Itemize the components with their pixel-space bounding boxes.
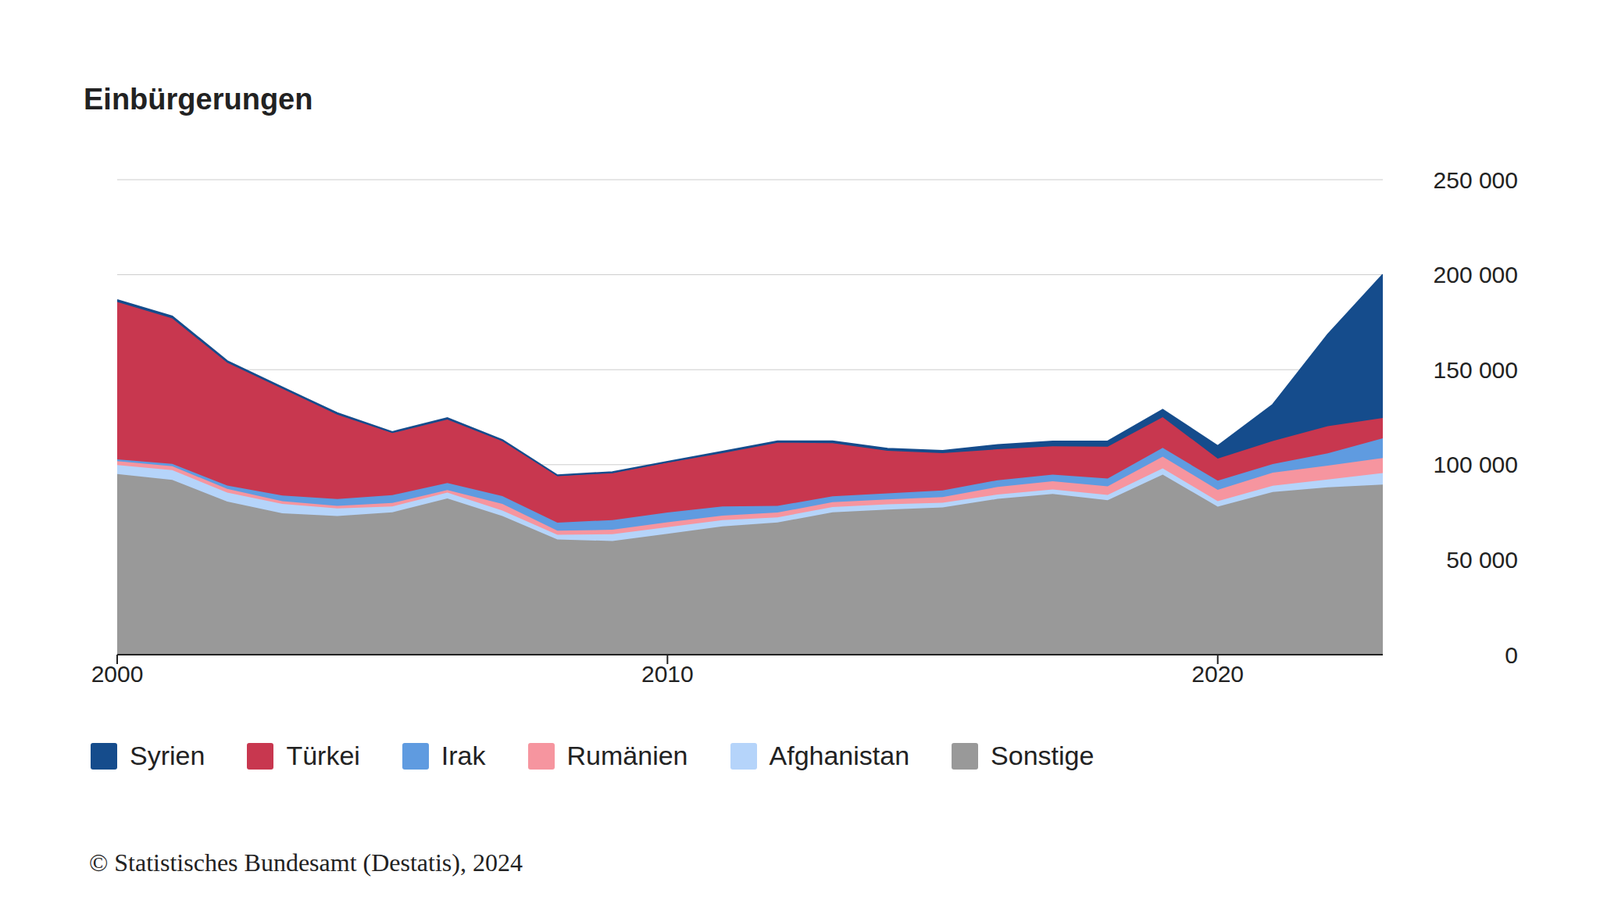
svg-text:50 000: 50 000	[1446, 546, 1518, 573]
html-text:Sonstige: Sonstige	[990, 740, 1095, 771]
html-text:Einbürgerungen: Einbürgerungen	[83, 82, 313, 116]
svg-text:2020: 2020	[1191, 660, 1244, 687]
svg-text:250 000: 250 000	[1433, 167, 1518, 193]
html-text:Rumänien: Rumänien	[566, 740, 688, 771]
svg-text:150 000: 150 000	[1433, 357, 1518, 383]
html-text:© Statistisches Bundesamt (Des: © Statistisches Bundesamt (Destatis), 20…	[89, 848, 523, 877]
svg-text:100 000: 100 000	[1433, 451, 1518, 478]
html-text:Türkei: Türkei	[286, 740, 360, 771]
html-text:Afghanistan: Afghanistan	[769, 740, 910, 771]
html-text:Irak: Irak	[441, 740, 486, 771]
html-text:Syrien: Syrien	[129, 740, 205, 771]
svg-text:2010: 2010	[641, 660, 694, 687]
svg-text:2000: 2000	[91, 660, 144, 687]
svg-text:0: 0	[1504, 642, 1518, 668]
svg-text:200 000: 200 000	[1433, 261, 1518, 288]
